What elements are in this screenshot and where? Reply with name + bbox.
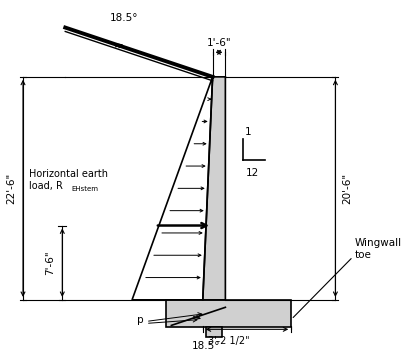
Text: Horizontal earth: Horizontal earth: [29, 168, 108, 179]
Text: 20'-6": 20'-6": [342, 173, 351, 204]
Polygon shape: [202, 77, 225, 300]
Text: EHstem: EHstem: [71, 186, 98, 192]
Text: 1: 1: [244, 127, 251, 137]
Bar: [166, 300, 290, 327]
Text: 22'-6": 22'-6": [6, 173, 16, 204]
Text: load, R: load, R: [29, 181, 63, 192]
Text: 3'-2 1/2": 3'-2 1/2": [207, 336, 249, 346]
Bar: [206, 327, 221, 337]
Text: 18.5°: 18.5°: [110, 13, 138, 23]
Text: p: p: [137, 315, 143, 325]
Text: 12: 12: [245, 168, 259, 178]
Text: Wingwall
toe: Wingwall toe: [354, 238, 401, 260]
Text: 7'-6": 7'-6": [45, 250, 55, 275]
Text: 1'-6": 1'-6": [206, 39, 231, 48]
Text: 18.5°: 18.5°: [191, 341, 219, 351]
